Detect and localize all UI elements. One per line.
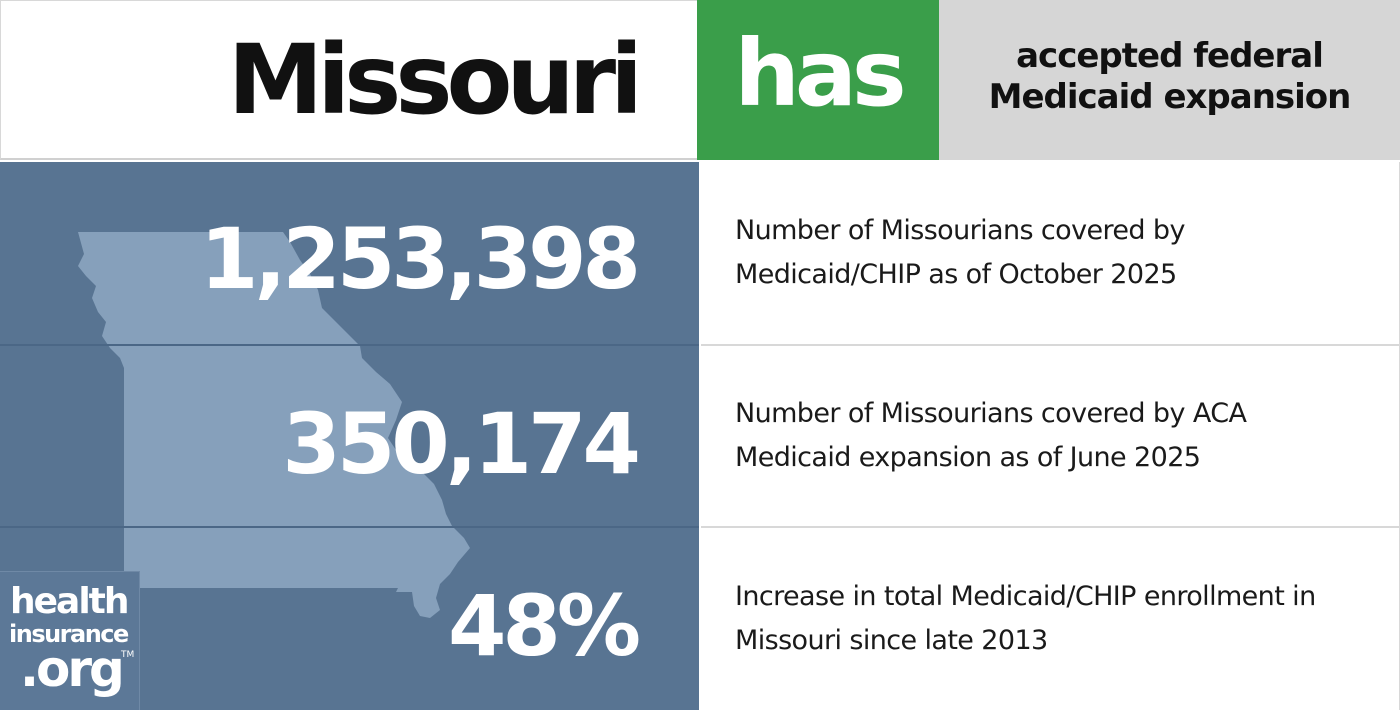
- logo-trademark: TM: [121, 650, 135, 660]
- row-divider: [701, 526, 1400, 528]
- logo-line-insurance: insurance: [9, 620, 129, 648]
- row-divider: [701, 344, 1400, 346]
- logo-line-org: .org: [20, 640, 125, 698]
- state-name: Missouri: [227, 23, 643, 136]
- stat-description-cell: Number of Missourians covered by Medicai…: [701, 162, 1400, 344]
- stat-description-medicaid-chip: Number of Missourians covered by Medicai…: [735, 215, 1185, 290]
- stat-description-cell: Number of Missourians covered by ACA Med…: [701, 346, 1400, 526]
- stat-value-medicaid-chip: 1,253,398: [200, 210, 641, 308]
- expansion-status: has: [734, 20, 906, 127]
- stat-description-enrollment-increase: Increase in total Medicaid/CHIP enrollme…: [735, 581, 1316, 656]
- state-name-cell: Missouri: [0, 0, 697, 160]
- expansion-status-cell: has: [697, 0, 939, 160]
- expansion-description-cell: accepted federal Medicaid expansion: [939, 0, 1400, 160]
- healthinsurance-org-logo: health insurance .org TM: [0, 571, 140, 710]
- stat-divider: [0, 526, 699, 528]
- stat-divider: [0, 344, 699, 346]
- stat-description-cell: Increase in total Medicaid/CHIP enrollme…: [701, 528, 1400, 710]
- stat-description-aca-expansion: Number of Missourians covered by ACA Med…: [735, 398, 1247, 473]
- stat-value-aca-expansion: 350,174: [282, 395, 641, 493]
- missouri-map-icon: [78, 232, 470, 618]
- logo-line-health: health: [10, 581, 130, 622]
- stat-value-enrollment-increase: 48%: [447, 577, 641, 675]
- expansion-description: accepted federal Medicaid expansion: [988, 36, 1352, 117]
